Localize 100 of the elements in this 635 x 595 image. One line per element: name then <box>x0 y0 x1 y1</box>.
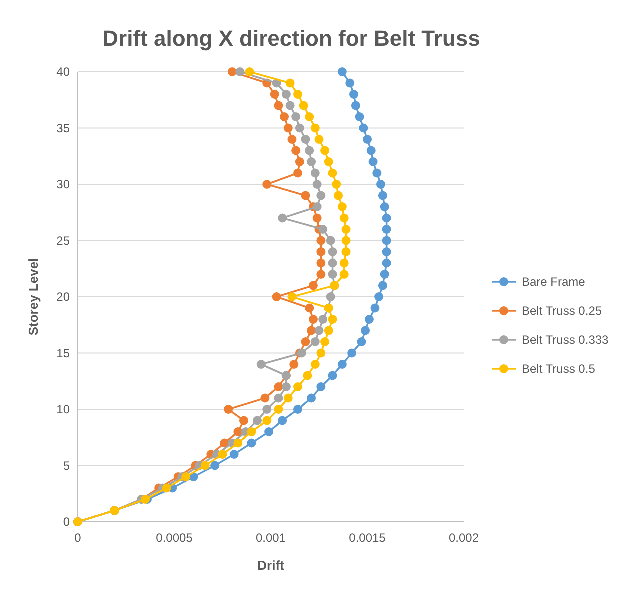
point <box>245 68 254 76</box>
point <box>262 180 272 189</box>
x-tick-label: 0.002 <box>448 531 480 545</box>
y-tick-label: 10 <box>56 402 70 416</box>
point <box>374 292 384 302</box>
point <box>256 360 266 369</box>
point <box>262 405 272 414</box>
point <box>380 270 390 279</box>
y-tick-label: 15 <box>56 346 70 360</box>
point <box>280 112 290 122</box>
point <box>363 135 372 144</box>
point <box>308 281 318 290</box>
point <box>236 68 245 76</box>
point <box>305 146 314 156</box>
y-axis-title: Storey Level <box>26 258 41 336</box>
point <box>320 146 330 156</box>
point <box>312 180 322 189</box>
point <box>310 338 320 346</box>
point <box>372 168 382 178</box>
y-tick-label: 25 <box>56 234 70 248</box>
point <box>340 270 349 279</box>
point <box>295 124 304 133</box>
point <box>234 438 243 448</box>
point <box>359 124 368 133</box>
point <box>342 236 351 246</box>
point <box>294 405 303 414</box>
point <box>342 248 351 256</box>
point <box>278 214 288 223</box>
point <box>382 225 392 234</box>
y-tick-label: 30 <box>56 178 70 192</box>
point <box>382 248 392 256</box>
point <box>328 371 338 380</box>
point <box>357 338 366 346</box>
point <box>320 338 330 346</box>
y-tick-label: 5 <box>63 458 70 473</box>
point <box>382 258 392 268</box>
point <box>334 191 344 200</box>
point <box>378 281 388 290</box>
point <box>340 258 349 268</box>
point <box>224 405 234 414</box>
point <box>247 428 256 436</box>
point <box>294 168 303 178</box>
point <box>324 326 334 336</box>
point <box>351 101 360 110</box>
legend-label: Belt Truss 0.5 <box>522 362 596 376</box>
point <box>230 450 239 459</box>
point <box>292 146 301 156</box>
point <box>310 168 320 178</box>
point <box>295 158 304 166</box>
point <box>301 135 310 144</box>
point <box>260 394 270 403</box>
point <box>366 146 376 156</box>
point <box>286 78 295 88</box>
point <box>274 101 284 110</box>
legend-label: Belt Truss 0.333 <box>522 333 610 347</box>
point <box>316 248 326 256</box>
point <box>364 315 374 324</box>
point <box>349 90 358 99</box>
point <box>270 90 280 99</box>
point <box>368 158 378 166</box>
point <box>338 360 347 369</box>
point <box>294 382 303 392</box>
point <box>264 428 274 436</box>
x-tick-label: 0.0005 <box>156 531 194 545</box>
point <box>282 90 291 99</box>
y-tick-label: 0 <box>63 515 70 529</box>
point <box>274 405 284 414</box>
point <box>346 78 355 88</box>
point <box>338 202 347 212</box>
point <box>288 292 297 302</box>
point <box>376 180 386 189</box>
point <box>247 438 256 448</box>
y-tick-label: 20 <box>56 290 70 304</box>
point <box>284 124 293 133</box>
point <box>307 158 316 166</box>
point <box>318 225 328 234</box>
point <box>355 112 364 122</box>
point <box>286 101 295 110</box>
point <box>328 315 338 324</box>
x-tick-label: 0.0015 <box>349 531 386 545</box>
point <box>299 101 308 110</box>
legend-label: Bare Frame <box>522 275 586 289</box>
point <box>370 304 380 313</box>
legend-label: Belt Truss 0.25 <box>522 304 602 318</box>
point <box>324 158 334 166</box>
point <box>332 180 342 189</box>
point <box>303 371 312 380</box>
point <box>314 135 324 144</box>
y-tick-label: 40 <box>56 65 70 79</box>
point <box>182 472 191 482</box>
point <box>328 270 338 279</box>
point <box>272 292 282 302</box>
point <box>301 191 310 200</box>
point <box>294 90 303 99</box>
point <box>342 225 351 234</box>
point <box>378 191 388 200</box>
point <box>338 68 347 76</box>
point <box>310 360 320 369</box>
point <box>278 416 288 426</box>
point <box>218 450 228 459</box>
